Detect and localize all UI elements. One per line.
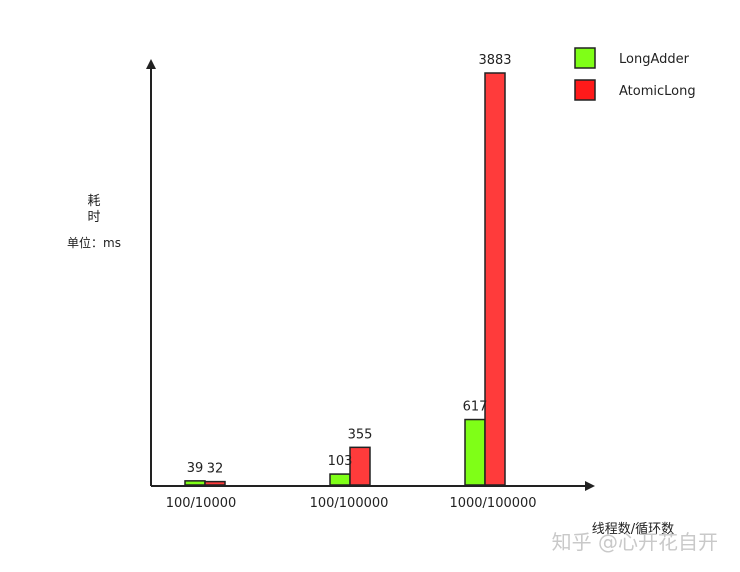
y-axis-label-line1: 耗 bbox=[87, 194, 100, 209]
bar-longadder-0 bbox=[184, 480, 206, 486]
value-label-atomiclong-1: 355 bbox=[348, 427, 373, 442]
value-label-longadder-0: 39 bbox=[187, 461, 204, 476]
bars-group bbox=[184, 72, 506, 486]
x-tick-label: 100/10000 bbox=[166, 496, 237, 511]
bar-atomiclong-0 bbox=[204, 480, 226, 486]
legend-swatch-longadder bbox=[574, 47, 596, 69]
watermark: 知乎 @心开花自开 bbox=[552, 530, 718, 554]
y-axis-label-line2: 时 bbox=[87, 210, 100, 225]
x-tick-label: 1000/100000 bbox=[449, 496, 536, 511]
x-axis-label: 线程数/循环数 bbox=[592, 522, 674, 537]
x-tick-label: 100/100000 bbox=[310, 496, 389, 511]
value-label-atomiclong-2: 3883 bbox=[478, 53, 511, 68]
legend: LongAdder AtomicLong bbox=[574, 47, 696, 101]
legend-swatch-atomiclong bbox=[574, 79, 596, 101]
value-label-atomiclong-0: 32 bbox=[207, 462, 224, 477]
unit-label: 单位：ms bbox=[67, 235, 121, 250]
legend-label-atomiclong: AtomicLong bbox=[619, 84, 696, 99]
legend-label-longadder: LongAdder bbox=[619, 52, 690, 67]
value-label-longadder-2: 617 bbox=[463, 400, 488, 415]
bar-longadder-1 bbox=[329, 473, 351, 486]
value-label-longadder-1: 103 bbox=[328, 454, 353, 469]
bar-atomiclong-2 bbox=[484, 72, 506, 486]
bar-longadder-2 bbox=[464, 418, 486, 486]
bar-atomiclong-1 bbox=[349, 446, 371, 486]
value-labels-group: 39 32 103 355 617 3883 bbox=[187, 53, 512, 477]
